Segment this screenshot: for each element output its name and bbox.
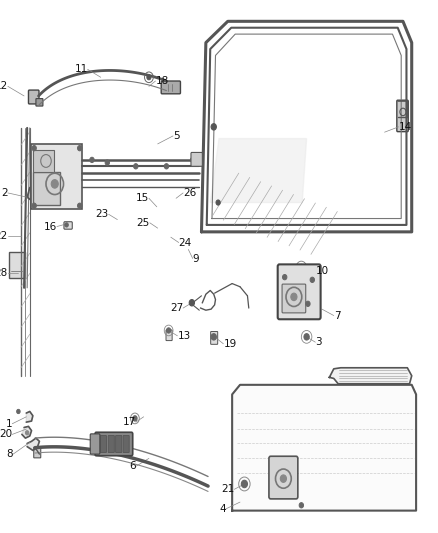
FancyBboxPatch shape [282,284,306,313]
Text: 28: 28 [0,268,8,278]
Text: 11: 11 [74,64,88,74]
Circle shape [78,203,82,208]
Text: 1: 1 [6,419,12,429]
Text: 26: 26 [183,188,196,198]
Text: 9: 9 [193,254,199,263]
FancyBboxPatch shape [123,435,129,453]
Circle shape [51,180,58,188]
Circle shape [189,300,194,306]
Circle shape [291,293,297,301]
FancyBboxPatch shape [269,456,298,499]
Circle shape [241,480,247,488]
Polygon shape [329,368,412,384]
Circle shape [32,203,36,208]
Text: 12: 12 [0,82,8,91]
Circle shape [147,75,151,80]
FancyBboxPatch shape [90,434,100,454]
Text: 19: 19 [223,339,237,349]
Text: 20: 20 [0,430,12,439]
Circle shape [32,146,36,151]
Circle shape [17,409,20,414]
Circle shape [299,264,304,271]
Text: 21: 21 [221,484,234,494]
Circle shape [216,200,220,205]
Circle shape [25,431,29,435]
FancyBboxPatch shape [108,435,114,453]
Text: 7: 7 [334,311,340,320]
Text: 2: 2 [1,188,8,198]
Circle shape [133,416,137,421]
Circle shape [90,157,94,163]
Circle shape [310,277,314,282]
Text: 24: 24 [179,238,192,247]
Polygon shape [26,411,33,422]
Text: 14: 14 [399,122,412,132]
Text: 18: 18 [155,76,169,86]
Text: 16: 16 [44,222,57,231]
FancyBboxPatch shape [166,330,172,341]
Polygon shape [210,139,307,203]
FancyBboxPatch shape [9,252,25,278]
Circle shape [280,475,286,482]
Circle shape [78,146,82,151]
FancyBboxPatch shape [34,447,41,458]
Text: 13: 13 [177,331,191,341]
Polygon shape [27,185,48,201]
FancyBboxPatch shape [211,332,218,344]
Text: 6: 6 [129,462,136,471]
FancyBboxPatch shape [397,100,408,132]
Text: 25: 25 [137,218,150,228]
Text: 10: 10 [315,266,328,276]
FancyBboxPatch shape [36,99,43,106]
Circle shape [283,274,287,280]
FancyBboxPatch shape [33,172,60,205]
FancyBboxPatch shape [31,144,82,209]
Circle shape [306,301,310,306]
FancyBboxPatch shape [191,152,202,166]
Circle shape [105,160,110,165]
Circle shape [304,334,309,340]
Polygon shape [232,385,416,511]
Circle shape [166,328,171,333]
FancyBboxPatch shape [33,150,54,172]
FancyBboxPatch shape [100,435,106,453]
Polygon shape [22,426,32,438]
Text: 15: 15 [136,193,149,203]
FancyBboxPatch shape [28,90,39,104]
Circle shape [191,157,195,163]
FancyBboxPatch shape [278,264,321,319]
Circle shape [65,223,68,227]
Text: 17: 17 [123,417,136,427]
Circle shape [211,124,216,130]
Text: 3: 3 [315,337,322,347]
Polygon shape [27,438,39,450]
FancyBboxPatch shape [64,222,72,229]
Circle shape [211,334,216,340]
FancyBboxPatch shape [161,81,180,94]
Text: 22: 22 [0,231,8,240]
FancyBboxPatch shape [95,432,133,456]
FancyBboxPatch shape [116,435,122,453]
Circle shape [164,164,169,169]
Text: 27: 27 [170,303,183,313]
Circle shape [134,164,138,169]
Circle shape [299,503,304,508]
Text: 4: 4 [219,504,226,514]
Text: 8: 8 [7,449,13,459]
Text: 5: 5 [173,131,180,141]
Text: 23: 23 [95,209,109,219]
